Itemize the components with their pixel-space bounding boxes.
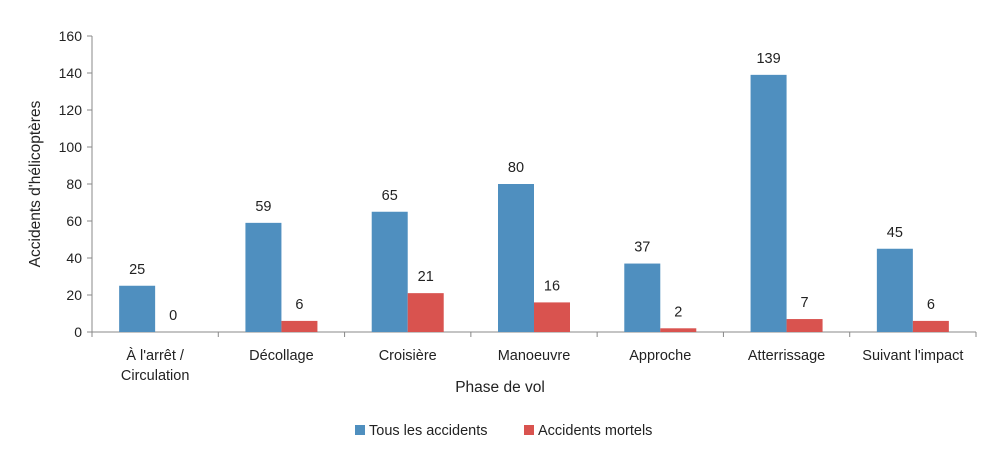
x-tick-label: Approche bbox=[629, 348, 691, 364]
x-tick-label-line: Décollage bbox=[249, 348, 314, 364]
data-label: 65 bbox=[382, 188, 398, 204]
x-axis: À l'arrêt / Circulation Décollage Croisière… bbox=[91, 331, 977, 384]
legend-label: Tous les accidents bbox=[369, 423, 487, 439]
x-tick-label-line: Suivant l'impact bbox=[862, 348, 963, 364]
data-label: 139 bbox=[756, 51, 780, 67]
bar-fatal-accidents bbox=[407, 293, 444, 332]
legend: Tous les accidents Accidents mortels bbox=[355, 423, 652, 439]
y-tick-label: 140 bbox=[59, 65, 83, 81]
bar-all-accidents bbox=[245, 222, 282, 332]
data-label: 25 bbox=[129, 262, 145, 278]
data-label: 7 bbox=[801, 295, 809, 311]
y-tick-label: 40 bbox=[66, 250, 82, 266]
data-label: 0 bbox=[169, 308, 177, 324]
bar-fatal-accidents bbox=[912, 320, 949, 332]
data-label: 16 bbox=[544, 278, 560, 294]
y-tick-label: 80 bbox=[66, 176, 82, 192]
legend-swatch bbox=[524, 425, 534, 435]
bar-all-accidents bbox=[750, 74, 787, 332]
y-tick-label: 20 bbox=[66, 287, 82, 303]
y-axis: 0 20 40 60 80 100 120 140 160 bbox=[59, 28, 93, 340]
y-tick-label: 60 bbox=[66, 213, 82, 229]
x-tick-label: Atterrissage bbox=[748, 348, 825, 364]
bar-fatal-accidents bbox=[660, 328, 697, 332]
data-label: 21 bbox=[418, 269, 434, 285]
data-label: 6 bbox=[295, 297, 303, 313]
x-tick-label-line: Circulation bbox=[121, 368, 190, 384]
bars bbox=[119, 74, 949, 332]
legend-label: Accidents mortels bbox=[538, 423, 652, 439]
x-axis-title: Phase de vol bbox=[455, 379, 545, 396]
bar-all-accidents bbox=[624, 263, 661, 332]
bar-fatal-accidents bbox=[281, 320, 318, 332]
x-tick-label: Décollage bbox=[249, 348, 314, 364]
data-label: 45 bbox=[887, 225, 903, 241]
bar-all-accidents bbox=[119, 285, 156, 332]
x-tick-label: Manoeuvre bbox=[498, 348, 571, 364]
x-tick-label-line: Approche bbox=[629, 348, 691, 364]
y-tick-label: 120 bbox=[59, 102, 83, 118]
x-tick-label-line: Croisière bbox=[379, 348, 437, 364]
y-tick-label: 160 bbox=[59, 28, 83, 44]
data-label: 6 bbox=[927, 297, 935, 313]
bar-all-accidents bbox=[371, 211, 408, 332]
legend-swatch bbox=[355, 425, 365, 435]
x-tick-label: Croisière bbox=[379, 348, 437, 364]
data-label: 80 bbox=[508, 160, 524, 176]
bar-all-accidents bbox=[498, 184, 534, 332]
x-tick-label: À l'arrêt / Circulation bbox=[121, 347, 190, 384]
data-label: 2 bbox=[674, 304, 682, 320]
y-axis-title: Accidents d'hélicoptères bbox=[27, 100, 44, 267]
x-tick-label-line: À l'arrêt / bbox=[126, 347, 185, 364]
x-tick-label: Suivant l'impact bbox=[862, 348, 963, 364]
bar-fatal-accidents bbox=[786, 319, 823, 332]
x-tick-label-line: Manoeuvre bbox=[498, 348, 571, 364]
x-tick-label-line: Atterrissage bbox=[748, 348, 825, 364]
y-tick-label: 100 bbox=[59, 139, 83, 155]
bar-fatal-accidents bbox=[534, 302, 570, 332]
data-label: 59 bbox=[255, 199, 271, 215]
data-label: 37 bbox=[634, 240, 650, 256]
data-labels: 25 59 65 80 37 139 45 0 6 21 16 2 7 6 bbox=[129, 51, 935, 324]
bar-all-accidents bbox=[876, 248, 913, 332]
y-tick-label: 0 bbox=[74, 324, 82, 340]
